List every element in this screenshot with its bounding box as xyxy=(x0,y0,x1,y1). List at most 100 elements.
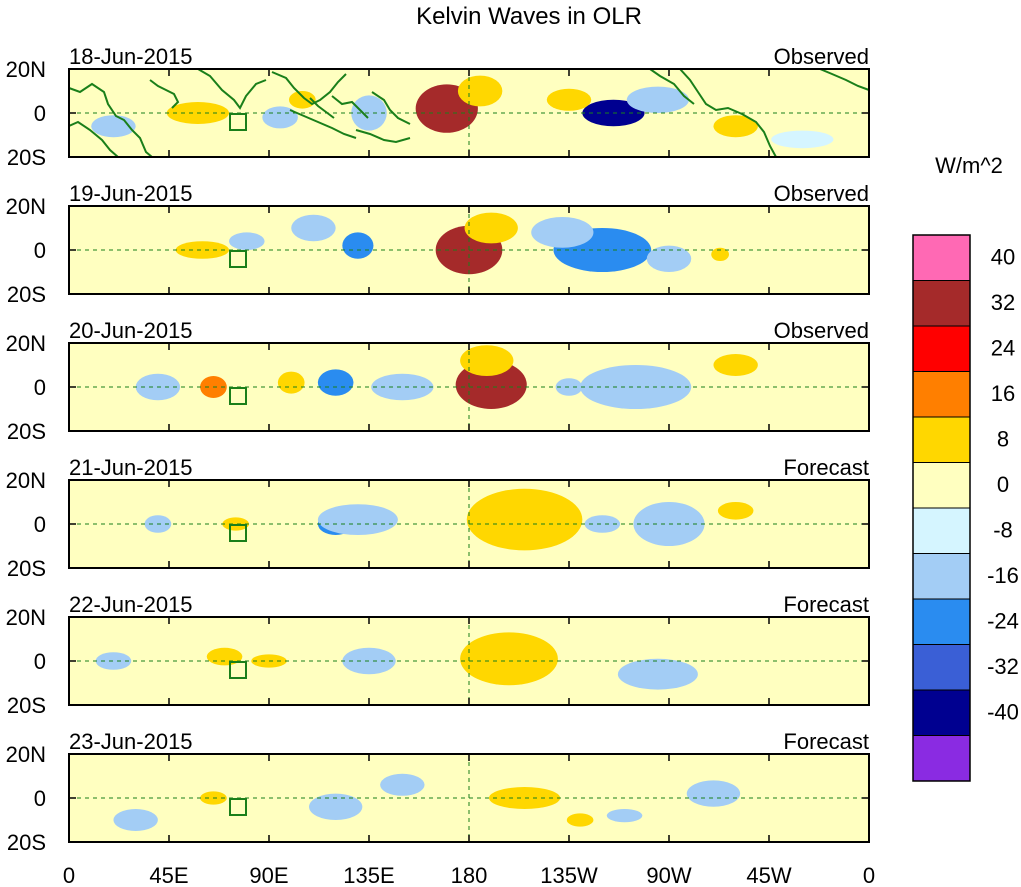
colorbar-swatch xyxy=(912,234,971,281)
colorbar-frame xyxy=(912,234,971,782)
x-tick-label: 0 xyxy=(63,863,75,887)
coastline xyxy=(149,79,180,109)
anomaly-blob xyxy=(380,773,425,796)
colorbar-units: W/m^2 xyxy=(935,153,1003,178)
panel-2: 20N 0 20S 19-Jun-2015 Observed xyxy=(6,181,870,307)
anomaly-blob xyxy=(646,245,692,272)
colorbar-label: -40 xyxy=(987,700,1019,725)
anomaly-blob xyxy=(460,345,514,376)
anomaly-blob xyxy=(371,373,434,401)
panel-kind: Forecast xyxy=(783,592,869,617)
anomaly-blob xyxy=(626,86,690,114)
coastline xyxy=(649,69,695,105)
colorbar-label: 24 xyxy=(991,336,1015,361)
colorbar-swatch xyxy=(912,644,971,691)
panel-kind: Forecast xyxy=(783,455,869,480)
anomaly-blob xyxy=(464,212,518,244)
coastline xyxy=(371,91,411,125)
anomaly-blob xyxy=(713,354,758,376)
colorbar-label: 8 xyxy=(997,427,1009,452)
colorbar-label: 0 xyxy=(997,472,1009,497)
x-tick-label: 135W xyxy=(540,863,598,887)
colorbar-label: -24 xyxy=(987,609,1019,634)
panel-date: 19-Jun-2015 xyxy=(69,181,193,206)
x-tick-label: 0 xyxy=(863,863,875,887)
anomaly-field xyxy=(113,773,741,831)
panel-kind: Observed xyxy=(774,181,869,206)
y-tick-label: 20S xyxy=(7,556,46,581)
panel-kind: Forecast xyxy=(783,729,869,754)
anomaly-blob xyxy=(580,365,692,409)
y-tick-label: 20N xyxy=(6,605,46,630)
y-tick-label: 0 xyxy=(34,101,46,126)
anomaly-blob xyxy=(531,217,594,248)
panel-kind: Observed xyxy=(774,318,869,343)
anomaly-blob xyxy=(277,371,305,394)
anomaly-blob xyxy=(113,809,158,831)
anomaly-blob xyxy=(584,515,621,533)
colorbar-label: -16 xyxy=(987,563,1019,588)
region-box xyxy=(229,661,247,679)
anomaly-blob xyxy=(289,91,316,109)
panel-5: 20N 0 20S 22-Jun-2015 Forecast xyxy=(6,592,870,718)
x-tick-label: 90W xyxy=(646,863,691,887)
y-tick-label: 0 xyxy=(34,786,46,811)
anomaly-blob xyxy=(291,214,336,242)
y-tick-label: 20N xyxy=(6,742,46,767)
x-axis: 0 45E 90E 135E 180 135W 90W 45W 0 xyxy=(63,863,875,887)
anomaly-blob xyxy=(617,658,698,690)
colorbar-swatch xyxy=(912,416,971,463)
coastline xyxy=(289,109,357,139)
colorbar-swatch xyxy=(912,462,971,509)
y-tick-label: 20N xyxy=(6,468,46,493)
y-tick-label: 0 xyxy=(34,238,46,263)
chart-title: Kelvin Waves in OLR xyxy=(416,3,642,30)
colorbar-label: 16 xyxy=(991,381,1015,406)
anomaly-blob xyxy=(317,369,354,396)
y-tick-label: 20S xyxy=(7,419,46,444)
region-box xyxy=(229,387,247,405)
region-box xyxy=(229,113,247,131)
anomaly-blob xyxy=(309,793,363,820)
colorbar-swatch xyxy=(912,553,971,600)
anomaly-blob xyxy=(713,115,758,138)
colorbar-swatch xyxy=(912,598,971,645)
coastline xyxy=(331,95,369,119)
y-tick-label: 20N xyxy=(6,57,46,82)
x-tick-label: 45W xyxy=(746,863,791,887)
panel-date: 18-Jun-2015 xyxy=(69,44,193,69)
coastline xyxy=(197,69,267,110)
coastlines xyxy=(69,69,869,157)
anomaly-field xyxy=(135,345,758,409)
y-tick-label: 20S xyxy=(7,693,46,718)
coastline xyxy=(355,129,411,144)
anomaly-blob xyxy=(317,504,398,535)
x-tick-label: 180 xyxy=(451,863,488,887)
y-tick-label: 0 xyxy=(34,512,46,537)
panel-date: 22-Jun-2015 xyxy=(69,592,193,617)
anomaly-blob xyxy=(262,106,298,129)
colorbar-label: 32 xyxy=(991,290,1015,315)
coastline xyxy=(309,97,335,119)
x-tick-label: 90E xyxy=(249,863,288,887)
anomaly-blob xyxy=(460,632,558,686)
anomaly-blob xyxy=(771,130,834,149)
coastline xyxy=(679,69,777,157)
y-tick-label: 20S xyxy=(7,145,46,170)
colorbar-swatch xyxy=(912,735,971,782)
panel-date: 23-Jun-2015 xyxy=(69,729,193,754)
colorbar-swatch xyxy=(912,280,971,327)
colorbar-label: -32 xyxy=(987,654,1019,679)
panel-6: 20N 0 20S 23-Jun-2015 Forecast xyxy=(6,729,870,855)
y-tick-label: 0 xyxy=(34,649,46,674)
anomaly-blob xyxy=(686,780,741,807)
anomaly-field xyxy=(91,75,834,149)
panel-date: 21-Jun-2015 xyxy=(69,455,193,480)
y-tick-label: 0 xyxy=(34,375,46,400)
anomaly-blob xyxy=(175,241,229,259)
colorbar-label: -8 xyxy=(993,518,1013,543)
y-tick-label: 20S xyxy=(7,830,46,855)
region-box xyxy=(229,524,247,542)
anomaly-blob xyxy=(606,809,643,823)
